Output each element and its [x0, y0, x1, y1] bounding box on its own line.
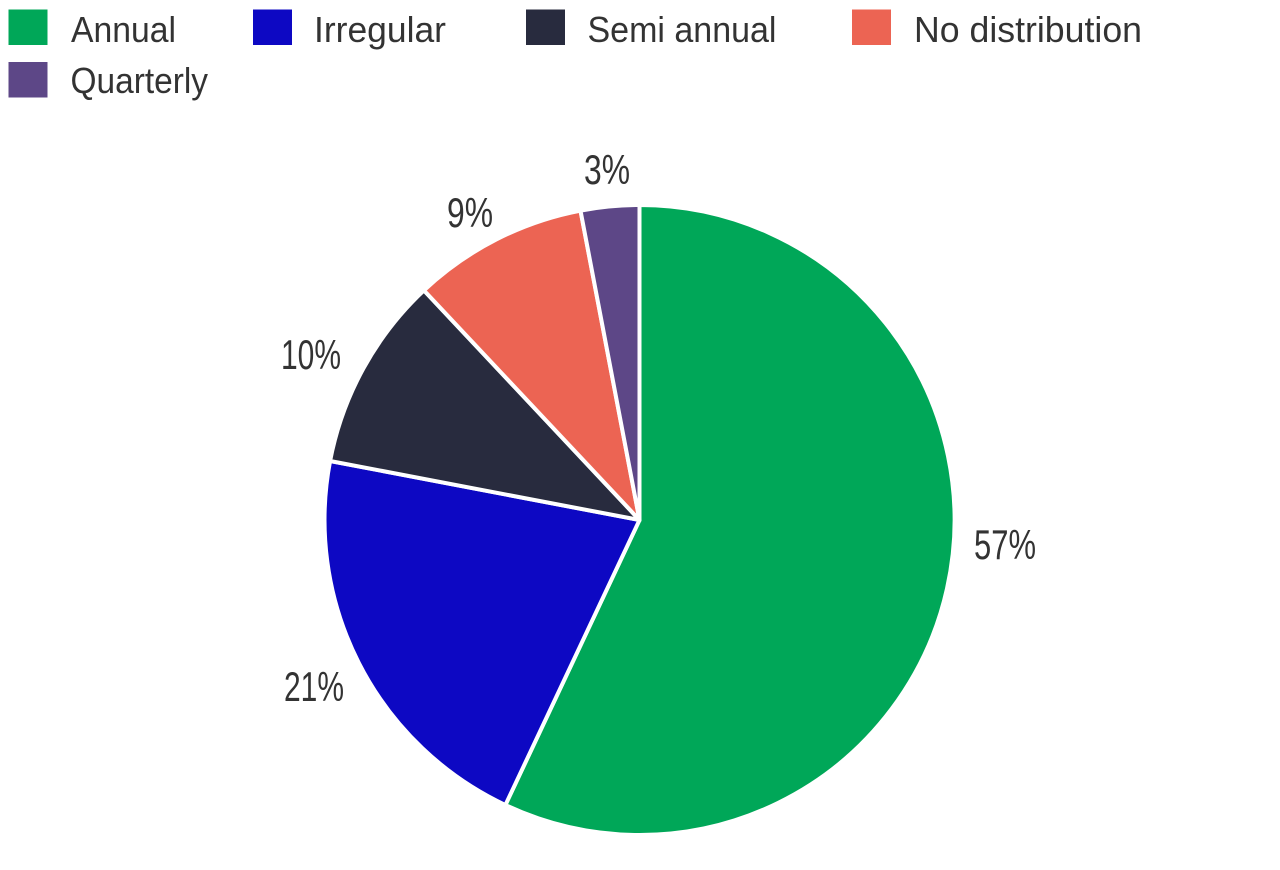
svg-text:No distribution: No distribution: [914, 9, 1142, 50]
svg-text:Semi annual: Semi annual: [588, 9, 777, 50]
svg-text:21%: 21%: [284, 663, 344, 710]
svg-text:Quarterly: Quarterly: [71, 60, 209, 101]
svg-text:Annual: Annual: [71, 9, 176, 50]
svg-text:57%: 57%: [974, 521, 1036, 568]
svg-text:Irregular: Irregular: [314, 9, 446, 50]
svg-text:9%: 9%: [447, 189, 493, 236]
svg-text:3%: 3%: [584, 146, 630, 193]
svg-text:10%: 10%: [281, 331, 341, 378]
